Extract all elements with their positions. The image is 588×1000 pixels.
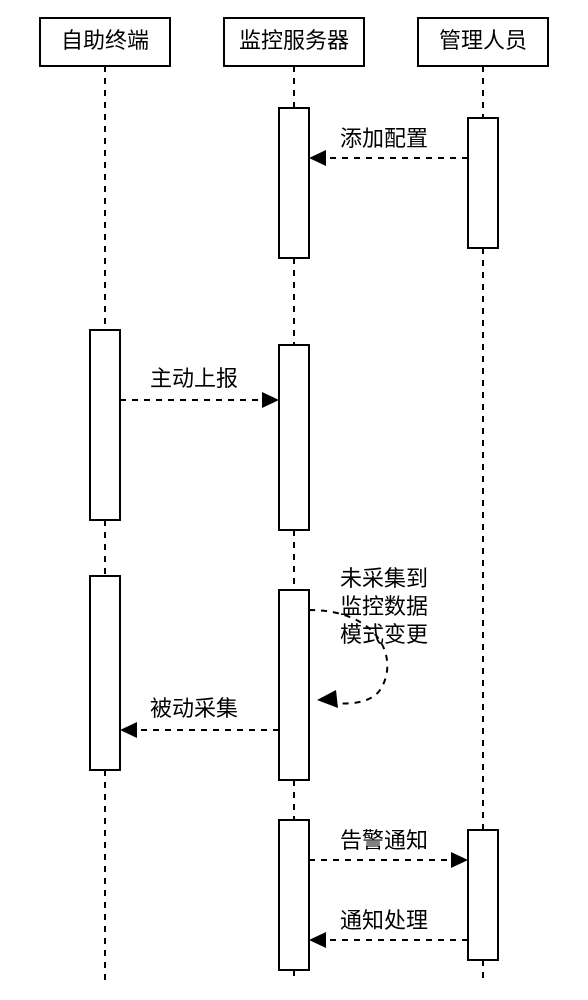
msg-active-report: 主动上报 — [120, 366, 279, 408]
msg-alarm-notify-label: 告警通知 — [340, 828, 428, 853]
msg-active-report-label: 主动上报 — [150, 366, 238, 391]
msg-mode-change: 未采集到 监控数据 模式变更 — [309, 566, 428, 708]
msg-mode-change-label-3: 模式变更 — [340, 622, 428, 647]
participant-server-label: 监控服务器 — [239, 28, 349, 53]
msg-mode-change-label-2: 监控数据 — [340, 594, 428, 619]
participant-terminal: 自助终端 — [40, 18, 170, 66]
activation-server-2 — [279, 345, 309, 530]
msg-add-config-label: 添加配置 — [340, 126, 428, 151]
sequence-diagram: 添加配置 主动上报 未采集到 监控数据 模式变更 被动采集 告警通知 — [0, 0, 588, 1000]
msg-passive-poll: 被动采集 — [120, 696, 279, 738]
participant-terminal-label: 自助终端 — [61, 28, 149, 53]
msg-notify-handle-label: 通知处理 — [340, 908, 428, 933]
activation-admin-2 — [468, 830, 498, 960]
participant-server: 监控服务器 — [224, 18, 364, 66]
msg-alarm-notify: 告警通知 — [309, 828, 468, 868]
msg-mode-change-label-1: 未采集到 — [340, 566, 428, 591]
msg-notify-handle: 通知处理 — [309, 908, 468, 948]
activation-server-1 — [279, 108, 309, 258]
participants: 自助终端 监控服务器 管理人员 — [40, 18, 548, 66]
participant-admin-label: 管理人员 — [439, 28, 527, 53]
participant-admin: 管理人员 — [418, 18, 548, 66]
msg-passive-poll-label: 被动采集 — [150, 696, 238, 721]
activation-terminal-1 — [90, 330, 120, 520]
activation-server-3 — [279, 590, 309, 780]
activation-admin-1 — [468, 118, 498, 248]
activations — [90, 108, 498, 970]
activation-terminal-2 — [90, 576, 120, 770]
activation-server-4 — [279, 820, 309, 970]
msg-add-config: 添加配置 — [309, 126, 468, 166]
